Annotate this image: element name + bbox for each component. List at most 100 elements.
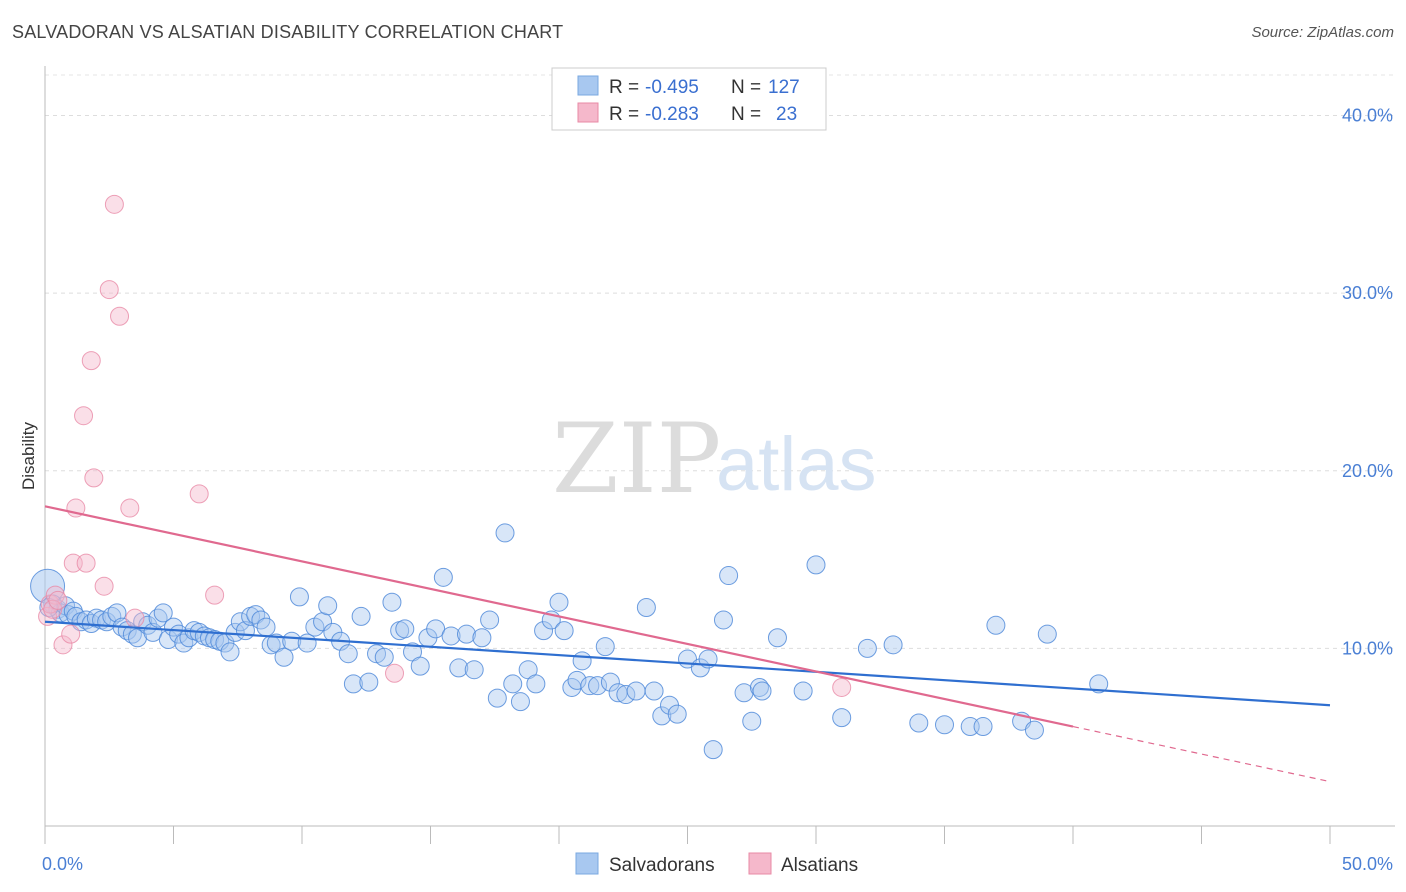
salvadoran-point xyxy=(713,610,733,630)
x-tick-label: 0.0% xyxy=(42,854,83,874)
watermark: ZIP atlas xyxy=(552,403,877,515)
grid-lines xyxy=(45,74,1395,649)
salvadoran-point xyxy=(480,610,500,630)
y-axis-label: Disability xyxy=(19,421,38,490)
salvadoran-point xyxy=(107,603,127,623)
watermark-zip: ZIP xyxy=(552,403,721,515)
salvadoran-point xyxy=(1089,674,1109,694)
legend-r-label-1: R = xyxy=(609,104,639,125)
alsatian-point xyxy=(84,468,104,488)
salvadoran-point xyxy=(986,615,1006,635)
x-tick-label: 50.0% xyxy=(1342,854,1393,874)
salvadoran-point xyxy=(426,619,446,639)
salvadoran-point xyxy=(148,608,168,628)
salvadoran-point xyxy=(495,523,515,543)
salvadoran-point xyxy=(883,635,903,655)
salvadoran-point xyxy=(549,592,569,612)
alsatian-point xyxy=(99,280,119,300)
legend-r-value-0: -0.495 xyxy=(645,77,699,98)
alsatian-trend-line xyxy=(44,505,1074,728)
salvadoran-point xyxy=(503,674,523,694)
watermark-atlas: atlas xyxy=(716,422,877,507)
salvadoran-point xyxy=(752,681,772,701)
salvadoran-point xyxy=(652,706,672,726)
alsatian-point xyxy=(104,194,124,214)
alsatian-point xyxy=(832,677,852,697)
alsatian-point xyxy=(94,576,114,596)
alsatian-point xyxy=(125,608,145,628)
alsatian-points xyxy=(38,194,852,697)
legend-swatch-alsatians xyxy=(577,102,599,123)
salvadoran-point xyxy=(534,621,554,641)
legend-r-value-1: -0.283 xyxy=(645,104,699,125)
salvadoran-point xyxy=(572,651,592,671)
salvadoran-point xyxy=(464,660,484,680)
salvadoran-point xyxy=(359,672,379,692)
salvadoran-point xyxy=(246,605,266,625)
bottom-legend-label-salvadorans: Salvadorans xyxy=(609,855,715,876)
alsatian-point xyxy=(189,484,209,504)
salvadoran-point xyxy=(351,606,371,626)
salvadoran-point xyxy=(793,681,813,701)
salvadoran-point xyxy=(122,624,142,644)
salvadoran-point xyxy=(174,633,194,653)
legend-r-label-0: R = xyxy=(609,77,639,98)
bottom-legend-swatch-alsatians xyxy=(748,852,772,875)
chart-title: SALVADORAN VS ALSATIAN DISABILITY CORREL… xyxy=(12,22,564,42)
salvadoran-point xyxy=(935,715,954,735)
alsatian-point xyxy=(205,585,225,605)
legend-n-value-0: 127 xyxy=(768,77,800,98)
salvadoran-point xyxy=(644,681,664,701)
salvadoran-point xyxy=(449,658,469,678)
salvadoran-point xyxy=(274,647,294,667)
salvadoran-point xyxy=(1037,624,1057,644)
stats-legend: R = -0.495 N = 127 R = -0.283 N = 23 xyxy=(551,67,827,131)
salvadoran-point xyxy=(742,711,762,731)
alsatian-point xyxy=(110,306,130,326)
salvadoran-point xyxy=(973,717,993,737)
salvadoran-point xyxy=(703,740,723,760)
y-tick-label: 20.0% xyxy=(1342,461,1393,481)
alsatian-point xyxy=(76,553,96,573)
salvadoran-point xyxy=(343,674,363,694)
salvadoran-point xyxy=(567,670,587,690)
alsatian-point xyxy=(43,599,63,619)
salvadoran-point xyxy=(289,587,309,607)
salvadoran-point xyxy=(767,628,787,648)
legend-swatch-salvadorans xyxy=(577,75,599,96)
alsatian-point xyxy=(81,351,101,371)
series-legend: Salvadorans Alsatians xyxy=(575,852,858,876)
salvadoran-points xyxy=(30,523,1109,760)
salvadoran-point xyxy=(256,617,276,637)
salvadoran-point xyxy=(220,642,240,662)
axes xyxy=(44,66,1395,844)
salvadoran-point xyxy=(456,624,476,644)
salvadoran-point xyxy=(487,688,507,708)
salvadoran-point xyxy=(297,633,317,653)
y-tick-label: 30.0% xyxy=(1342,283,1393,303)
salvadoran-point xyxy=(600,672,620,692)
salvadoran-point xyxy=(230,612,250,632)
alsatian-point xyxy=(385,663,405,683)
salvadoran-point xyxy=(153,603,173,623)
salvadoran-point xyxy=(1024,720,1044,740)
y-tick-labels: 10.0% 20.0% 30.0% 40.0% xyxy=(1342,106,1393,659)
salvadoran-point xyxy=(382,592,402,612)
salvadoran-point xyxy=(857,638,877,658)
alsatian-point xyxy=(61,624,81,644)
salvadoran-point xyxy=(510,692,530,712)
salvadoran-point xyxy=(832,708,852,728)
salvadoran-point xyxy=(626,681,646,701)
salvadoran-trend-line xyxy=(44,620,1331,707)
salvadoran-point xyxy=(588,676,608,696)
alsatian-point xyxy=(74,406,94,426)
trend-lines xyxy=(44,505,1331,783)
y-tick-label: 40.0% xyxy=(1342,106,1393,126)
salvadoran-point xyxy=(580,676,600,696)
bottom-legend-label-alsatians: Alsatians xyxy=(781,855,858,876)
salvadoran-point xyxy=(410,656,430,676)
salvadoran-point xyxy=(636,598,656,618)
salvadoran-point xyxy=(526,674,546,694)
salvadoran-point xyxy=(667,704,687,724)
bottom-legend-swatch-salvadorans xyxy=(575,852,599,875)
